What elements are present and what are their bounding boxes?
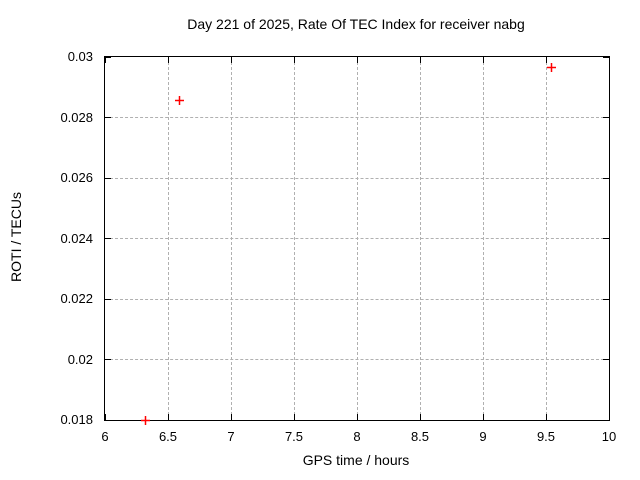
y-axis-label: ROTI / TECUs xyxy=(8,192,24,282)
x-tick-label: 9 xyxy=(479,429,487,444)
y-tick-right xyxy=(603,419,609,421)
y-tick-left xyxy=(105,359,111,360)
horizontal-gridline xyxy=(105,177,609,179)
data-point-marker xyxy=(546,59,556,72)
x-tick-top xyxy=(482,57,484,63)
horizontal-gridline xyxy=(105,117,609,118)
y-tick-left xyxy=(105,419,111,421)
x-tick-top xyxy=(293,57,295,63)
x-tick-label: 8.5 xyxy=(410,429,430,444)
y-tick-left xyxy=(105,177,111,179)
y-tick-label: 0.028 xyxy=(60,109,93,125)
plot-area: 6 6.5 7 7.5 8 8.5 9 9.5 10 0.018 0.02 0.022 0.024 0.0… xyxy=(60,49,616,444)
y-tick-label: 0.022 xyxy=(60,291,93,306)
y-tick-right xyxy=(603,298,609,300)
y-tick-right xyxy=(603,177,609,179)
plus-marker-icon xyxy=(174,95,184,105)
y-tick-label: 0.02 xyxy=(67,351,93,367)
x-tick-label: 9.5 xyxy=(536,429,556,444)
x-tick-top xyxy=(419,57,421,63)
data-point-marker xyxy=(174,92,184,105)
x-tick-top xyxy=(545,57,547,63)
x-tick-bottom xyxy=(482,414,484,420)
x-tick-top xyxy=(230,57,232,63)
x-tick-top xyxy=(608,57,610,63)
x-tick-bottom xyxy=(545,414,547,420)
x-tick-bottom xyxy=(293,414,295,420)
data-point-marker xyxy=(140,412,150,426)
y-tick-left xyxy=(105,298,111,300)
x-tick-bottom xyxy=(419,414,421,420)
y-tick-label: 0.024 xyxy=(60,230,93,246)
x-tick-bottom xyxy=(167,414,169,420)
chart-title: Day 221 of 2025, Rate Of TEC Index for r… xyxy=(187,16,525,32)
y-tick-right xyxy=(603,56,609,58)
horizontal-gridline xyxy=(105,359,609,360)
horizontal-gridline xyxy=(105,238,609,239)
y-tick-right xyxy=(603,359,609,360)
y-tick-left xyxy=(105,238,111,239)
x-tick-label: 6 xyxy=(101,429,109,444)
y-tick-label: 0.026 xyxy=(60,170,93,185)
plus-marker-icon xyxy=(140,416,150,426)
y-tick-label: 0.018 xyxy=(60,412,93,427)
y-tick-left xyxy=(105,117,111,118)
x-tick-top xyxy=(104,57,106,63)
x-tick-top xyxy=(167,57,169,63)
x-tick-bottom xyxy=(230,414,232,420)
horizontal-gridline xyxy=(105,298,609,300)
x-tick-top xyxy=(356,57,358,63)
x-tick-label: 7.5 xyxy=(284,429,304,444)
plus-marker-icon xyxy=(546,62,556,72)
x-tick-label: 7 xyxy=(227,429,235,444)
x-tick-label: 8 xyxy=(353,429,361,444)
x-tick-bottom xyxy=(104,414,106,420)
y-tick-label: 0.03 xyxy=(67,49,93,64)
x-tick-label: 10 xyxy=(601,429,617,444)
x-tick-label: 6.5 xyxy=(158,429,178,444)
x-tick-bottom xyxy=(356,414,358,420)
y-tick-left xyxy=(105,56,111,58)
y-tick-right xyxy=(603,238,609,239)
x-axis-label: GPS time / hours xyxy=(302,452,410,468)
y-tick-right xyxy=(603,117,609,118)
x-tick-bottom xyxy=(608,414,610,420)
